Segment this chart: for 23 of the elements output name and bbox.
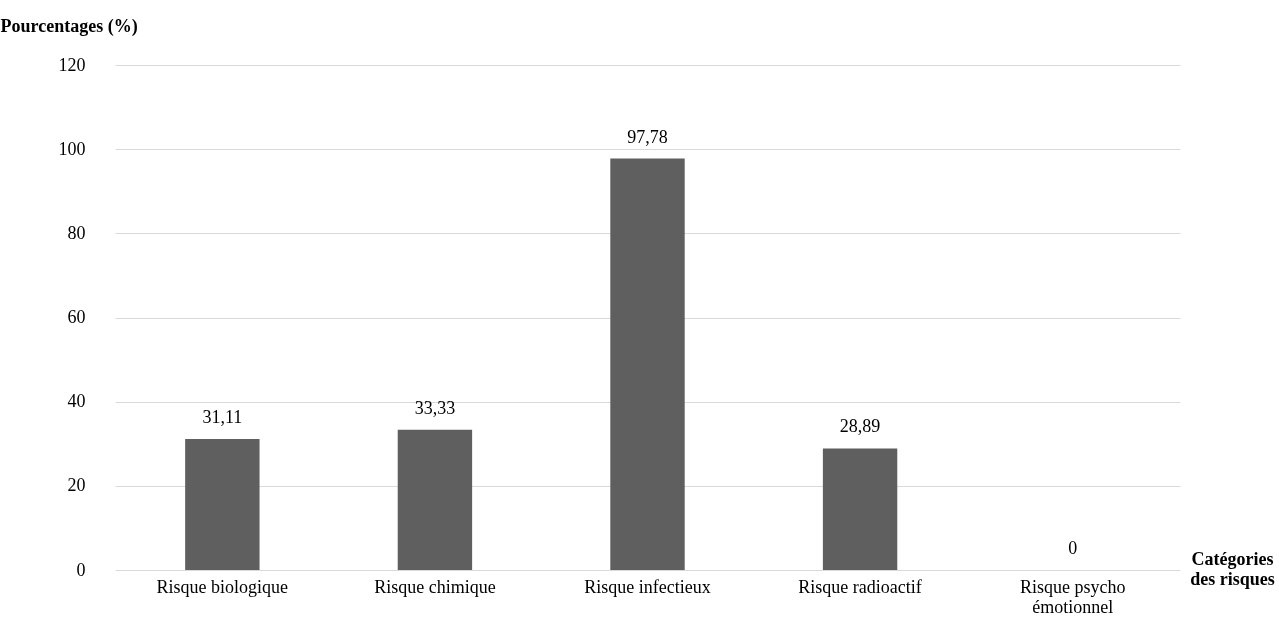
y-axis-title: Pourcentages (%) [0, 15, 138, 37]
x-tick-label: Risque chimique [374, 576, 496, 597]
bar [185, 439, 260, 570]
data-label: 31,11 [202, 407, 243, 428]
y-tick-label: 100 [58, 138, 86, 159]
x-tick-label: Risque biologique [156, 576, 289, 597]
x-tick-label: Risque radioactif [798, 576, 922, 597]
y-tick-label: 40 [67, 391, 86, 412]
data-label: 28,89 [839, 416, 881, 437]
x-axis-title: Catégories des risques [1190, 548, 1275, 589]
y-tick-label: 20 [67, 475, 86, 496]
y-tick-label: 120 [58, 54, 86, 75]
y-tick-label: 60 [67, 307, 86, 327]
bar [822, 448, 898, 570]
data-label: 97,78 [627, 126, 668, 147]
bar [610, 158, 685, 570]
x-tick-label: Risque psycho émotionnel [1019, 576, 1126, 617]
data-label: 33,33 [414, 397, 456, 418]
data-label: 0 [1068, 538, 1078, 558]
y-tick-label: 80 [67, 222, 86, 243]
x-tick-label: Risque infectieux [584, 576, 711, 597]
bar [397, 429, 473, 570]
y-tick-label: 0 [76, 559, 86, 580]
